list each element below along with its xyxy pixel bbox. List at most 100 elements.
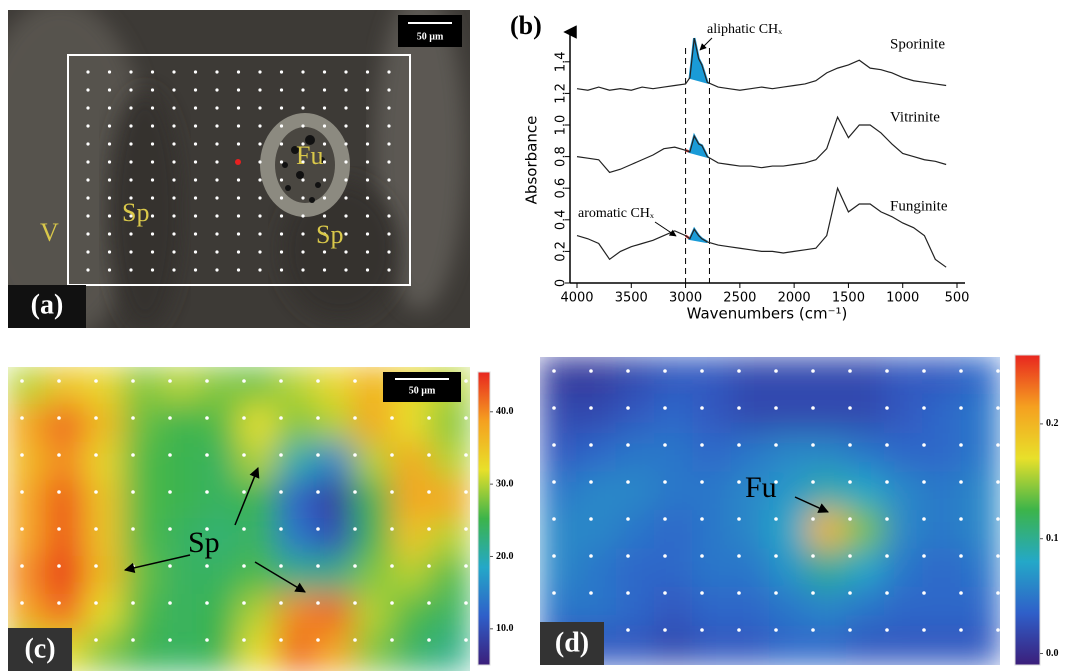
heatmap-cell xyxy=(161,367,202,406)
colorbar xyxy=(1014,354,1041,666)
heatmap-cell xyxy=(615,510,656,551)
heatmap-cell xyxy=(807,394,848,435)
heatmap-area xyxy=(540,357,1000,665)
heatmap-cell xyxy=(577,433,618,474)
heatmap-cell xyxy=(692,433,733,474)
heatmap-cell xyxy=(392,594,433,634)
y-tick-label: 1.2 xyxy=(554,83,569,104)
heatmap-cell xyxy=(276,442,317,482)
annotation: Sp xyxy=(122,198,149,227)
series-label: Vitrinite xyxy=(890,109,940,125)
panel-label: (c) xyxy=(24,633,55,664)
heatmap-cell xyxy=(615,625,656,665)
heatmap-cell xyxy=(315,594,356,634)
annotation: Fu xyxy=(296,141,323,170)
colorbar-tick-label: 20.0 xyxy=(496,551,514,562)
panel-label-box xyxy=(8,285,86,328)
heatmap-cell xyxy=(769,625,810,665)
annotation-arrow xyxy=(234,467,260,526)
heatmap-cell xyxy=(922,433,963,474)
heatmap-cell xyxy=(8,480,48,520)
heatmap-cell xyxy=(161,518,202,558)
heatmap-cell xyxy=(238,556,279,596)
heatmap-cell xyxy=(45,518,86,558)
heatmap-cell xyxy=(577,548,618,589)
heatmap-cell xyxy=(122,518,163,558)
heatmap-cell xyxy=(960,357,1000,397)
heatmap-cell xyxy=(577,587,618,628)
x-tick-label: 500 xyxy=(945,291,970,306)
heatmap-cell xyxy=(276,632,317,671)
heatmap-cell xyxy=(540,433,580,474)
heatmap-cell xyxy=(392,556,433,596)
annotation-arrow xyxy=(654,221,677,237)
heatmap-cell xyxy=(84,556,125,596)
heatmap-cell xyxy=(84,594,125,634)
spectrum-line xyxy=(576,37,947,91)
heatmap-cell xyxy=(84,404,125,444)
heatmap-cell xyxy=(353,556,394,596)
heatmap-cell xyxy=(45,594,86,634)
x-tick-label: 2500 xyxy=(723,291,756,306)
heatmap-cell xyxy=(315,556,356,596)
heatmap-cell xyxy=(392,404,433,444)
y-tick-label: 1.4 xyxy=(554,51,569,72)
heatmap-cell xyxy=(577,357,618,397)
heatmap-cell xyxy=(730,433,771,474)
heatmap-cell xyxy=(540,548,580,589)
heatmap-field xyxy=(8,367,470,671)
heatmap-cell xyxy=(769,510,810,551)
heatmap-cell xyxy=(315,480,356,520)
heatmap-cell xyxy=(692,510,733,551)
scale-bar-label: 50 µm xyxy=(409,385,436,396)
heatmap-cell xyxy=(315,632,356,671)
heatmap-cell xyxy=(353,594,394,634)
heatmap-cell xyxy=(238,442,279,482)
series-label: Funginite xyxy=(890,198,948,214)
heatmap-cell xyxy=(199,556,240,596)
heatmap-cell xyxy=(540,510,580,551)
heatmap-cell xyxy=(315,367,356,406)
heatmap-cell xyxy=(392,518,433,558)
x-axis-label: Wavenumbers (cm⁻¹) xyxy=(687,305,848,323)
heatmap-cell xyxy=(577,471,618,512)
heatmap-cell xyxy=(922,357,963,397)
series-label: Sporinite xyxy=(890,36,945,52)
heatmap-cell xyxy=(730,587,771,628)
heatmap-cell xyxy=(884,587,925,628)
annotation-arrow xyxy=(254,561,306,593)
annotation: Sp xyxy=(316,220,343,249)
heatmap-cell xyxy=(392,480,433,520)
heatmap-cell xyxy=(884,548,925,589)
heatmap-cell xyxy=(884,510,925,551)
heatmap-area xyxy=(8,367,470,671)
heatmap-cell xyxy=(845,471,886,512)
heatmap-cell xyxy=(430,632,470,671)
heatmap-cell xyxy=(654,394,695,435)
heatmap-cell xyxy=(692,625,733,665)
heatmap-cell xyxy=(922,471,963,512)
heatmap-cell xyxy=(276,594,317,634)
heatmap-cell xyxy=(692,357,733,397)
annotation-arrow xyxy=(123,554,191,573)
heatmap-cell xyxy=(45,442,86,482)
heatmap-cell xyxy=(161,594,202,634)
heatmap-cell xyxy=(692,471,733,512)
heatmap-d: 0.0 0.1 0.2 (d) Fu xyxy=(540,354,1059,666)
heatmap-cell xyxy=(730,548,771,589)
heatmap-cell xyxy=(730,394,771,435)
colorbar-tick-label: 30.0 xyxy=(496,478,514,489)
heatmap-cell xyxy=(122,404,163,444)
x-tick-label: 3000 xyxy=(669,291,702,306)
heatmap-cell xyxy=(353,404,394,444)
heatmap-cell xyxy=(845,510,886,551)
heatmap-cell xyxy=(615,433,656,474)
heatmap-cell xyxy=(577,510,618,551)
heatmap-cell xyxy=(654,357,695,397)
heatmap-cell xyxy=(960,394,1000,435)
heatmap-cell xyxy=(276,518,317,558)
scale-bar-label: 50 µm xyxy=(417,31,444,42)
heatmap-cell xyxy=(430,594,470,634)
heatmap-cell xyxy=(540,471,580,512)
heatmap-cell xyxy=(238,367,279,406)
